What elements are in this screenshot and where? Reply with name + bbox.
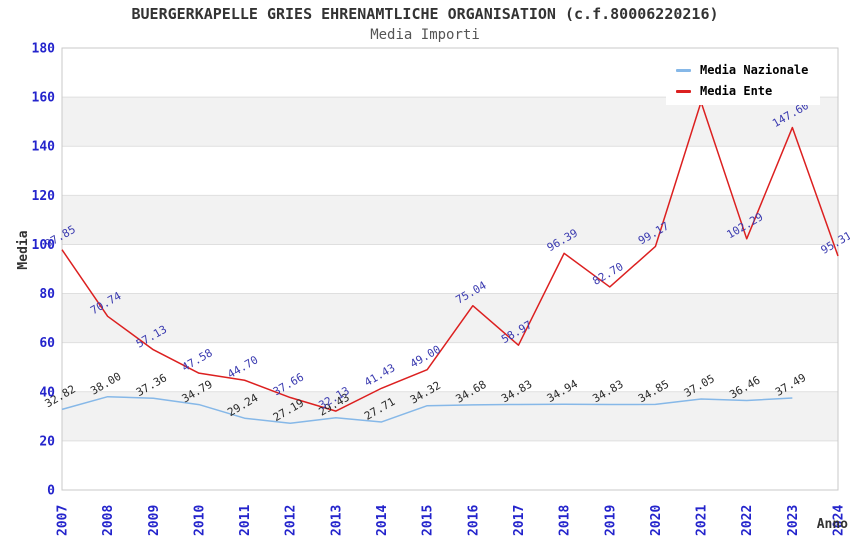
chart-subtitle: Media Importi	[370, 27, 480, 43]
x-tick-label: 2013	[329, 505, 344, 536]
x-tick-label: 2016	[466, 505, 481, 536]
x-tick-label: 2020	[649, 505, 664, 536]
y-tick-label: 180	[32, 42, 56, 57]
plot-band	[62, 440, 838, 490]
y-tick-label: 60	[39, 336, 55, 351]
x-tick-label: 2007	[56, 505, 71, 536]
x-tick-label: 2011	[238, 505, 253, 536]
legend: Media Nazionale Media Ente	[666, 56, 821, 105]
x-tick-label: 2012	[284, 505, 299, 536]
y-tick-label: 100	[32, 238, 56, 253]
x-tick-label: 2024	[832, 505, 847, 536]
y-axis-title: Media	[16, 230, 31, 269]
y-tick-label: 40	[39, 385, 55, 400]
media-ente-swatch-icon	[676, 89, 691, 93]
plot-border	[61, 47, 839, 491]
x-tick-label: 2017	[512, 505, 527, 536]
plot-band	[62, 342, 838, 392]
x-tick-label: 2014	[375, 505, 390, 536]
plot-band	[62, 244, 838, 294]
x-tick-label: 2010	[192, 505, 207, 536]
plot-band	[62, 97, 838, 147]
x-tick-label: 2015	[421, 505, 436, 536]
x-tick-label: 2009	[147, 505, 162, 536]
media-ente-line	[61, 101, 839, 412]
x-tick-label: 2021	[695, 505, 710, 536]
y-tick-label: 80	[39, 287, 55, 302]
x-tick-label: 2023	[786, 505, 801, 536]
plot-band	[62, 293, 838, 343]
y-tick-label: 120	[32, 189, 56, 204]
y-tick-label: 0	[47, 484, 55, 499]
legend-label-media-nazionale: Media Nazionale	[700, 63, 809, 77]
y-tick-label: 140	[32, 140, 56, 155]
x-axis-title: Anno	[817, 517, 848, 532]
y-tick-label: 20	[39, 434, 55, 449]
media-nazionale-line	[61, 395, 793, 424]
y-tick-label: 160	[32, 91, 56, 106]
x-tick-label: 2022	[740, 505, 755, 536]
x-tick-label: 2008	[101, 505, 116, 536]
x-tick-label: 2019	[603, 505, 618, 536]
legend-item-media-ente: Media Ente	[676, 84, 808, 98]
legend-item-media-nazionale: Media Nazionale	[676, 63, 808, 77]
plot-band	[62, 146, 838, 196]
x-tick-label: 2018	[558, 505, 573, 536]
plot-band	[62, 195, 838, 245]
chart-title: BUERGERKAPELLE GRIES EHRENAMTLICHE ORGAN…	[131, 5, 719, 23]
media-nazionale-swatch-icon	[676, 68, 691, 72]
legend-label-media-ente: Media Ente	[700, 84, 773, 98]
